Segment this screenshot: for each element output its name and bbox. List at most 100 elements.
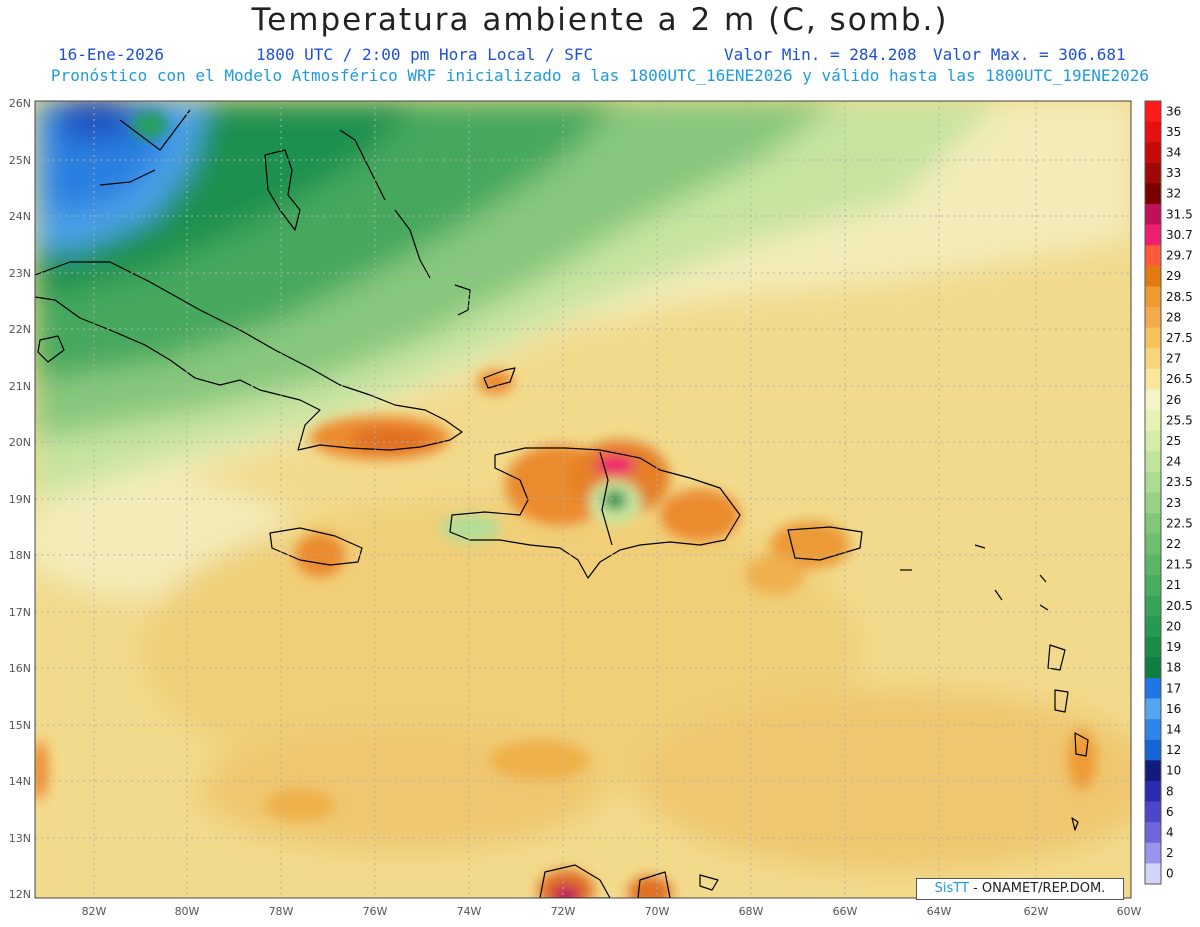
colorbar-label: 29 — [1166, 269, 1181, 283]
lat-label: 24N — [9, 210, 31, 223]
colorbar-label: 26 — [1166, 393, 1181, 407]
lon-label: 82W — [82, 905, 107, 918]
colorbar-label: 2 — [1166, 846, 1174, 860]
colorbar-swatch — [1145, 307, 1161, 328]
colorbar-swatch — [1145, 183, 1161, 205]
colorbar-swatch — [1145, 162, 1161, 184]
colorbar-label: 27.5 — [1166, 331, 1193, 345]
colorbar-label: 23.5 — [1166, 475, 1193, 489]
latitude-labels: 26N 25N 24N 23N 22N 21N 20N 19N 18N 17N … — [9, 97, 31, 901]
colorbar-swatch — [1145, 780, 1161, 802]
colorbar-label: 12 — [1166, 743, 1181, 757]
lon-label: 68W — [739, 905, 764, 918]
colorbar-label: 26.5 — [1166, 372, 1193, 386]
date-label: 16-Ene-2026 — [58, 45, 164, 64]
time-label: 1800 UTC / 2:00 pm Hora Local / SFC — [256, 45, 594, 64]
colorbar-label: 19 — [1166, 640, 1181, 654]
colorbar-label: 25.5 — [1166, 413, 1193, 427]
colorbar-label: 22.5 — [1166, 516, 1193, 530]
colorbar-swatch — [1145, 842, 1161, 864]
colorbar-swatch — [1145, 265, 1161, 287]
colorbar-swatch — [1145, 719, 1161, 741]
colorbar-swatch — [1145, 863, 1161, 885]
colorbar-swatch — [1145, 101, 1161, 122]
colorbar-label: 21 — [1166, 578, 1181, 592]
colorbar-label: 31.5 — [1166, 207, 1193, 221]
credit-text: - ONAMET/REP.DOM. — [973, 881, 1106, 896]
colorbar-swatch — [1145, 636, 1161, 658]
colorbar-label: 10 — [1166, 764, 1181, 778]
colorbar-label: 0 — [1166, 867, 1174, 881]
lat-label: 18N — [9, 549, 31, 562]
lat-label: 14N — [9, 775, 31, 788]
colorbar-label: 28.5 — [1166, 290, 1193, 304]
colorbar-label: 28 — [1166, 310, 1181, 324]
colorbar-swatch — [1145, 801, 1161, 823]
lon-label: 74W — [457, 905, 482, 918]
colorbar-swatch — [1145, 368, 1161, 390]
colorbar-swatch — [1145, 471, 1161, 493]
colorbar-swatch — [1145, 677, 1161, 699]
colorbar-swatch — [1145, 224, 1161, 246]
colorbar-swatch — [1145, 760, 1161, 782]
colorbar-label: 22 — [1166, 537, 1181, 551]
max-value-label: Valor Max. = 306.681 — [933, 45, 1126, 64]
brand-logo-text: SisTT — [934, 881, 969, 896]
lat-label: 22N — [9, 323, 31, 336]
lon-label: 70W — [645, 905, 670, 918]
colorbar-label: 32 — [1166, 187, 1181, 201]
colorbar-label: 16 — [1166, 702, 1181, 716]
model-subtitle: Pronóstico con el Modelo Atmosférico WRF… — [50, 66, 1150, 85]
colorbar-swatch — [1145, 822, 1161, 844]
lon-label: 78W — [269, 905, 294, 918]
colorbar-label: 25 — [1166, 434, 1181, 448]
colorbar-swatch — [1145, 657, 1161, 679]
lat-label: 15N — [9, 719, 31, 732]
colorbar-label: 24 — [1166, 455, 1181, 469]
colorbar-swatch — [1145, 574, 1161, 596]
grid-lines — [35, 101, 1131, 898]
colorbar-swatch — [1145, 348, 1161, 370]
lon-label: 64W — [927, 905, 952, 918]
colorbar-label: 6 — [1166, 805, 1174, 819]
colorbar-swatch — [1145, 533, 1161, 555]
min-value-label: Valor Min. = 284.208 — [724, 45, 917, 64]
colorbar-swatch — [1145, 739, 1161, 761]
colorbar-label: 30.7 — [1166, 228, 1193, 242]
map-title: Temperatura ambiente a 2 m (C, somb.) — [251, 2, 949, 38]
colorbar-label: 21.5 — [1166, 558, 1193, 572]
colorbar-swatch — [1145, 616, 1161, 638]
map-frame — [34, 100, 1132, 899]
colorbar-swatch — [1145, 142, 1161, 164]
colorbar-swatch — [1145, 513, 1161, 535]
colorbar-swatch — [1145, 430, 1161, 452]
lon-label: 80W — [175, 905, 200, 918]
lat-label: 20N — [9, 436, 31, 449]
colorbar-label: 8 — [1166, 784, 1174, 798]
lon-label: 66W — [833, 905, 858, 918]
colorbar-swatch — [1145, 286, 1161, 308]
colorbar-label: 17 — [1166, 681, 1181, 695]
lat-label: 12N — [9, 888, 31, 901]
longitude-labels: 82W 80W 78W 76W 74W 72W 70W 68W 66W 64W … — [82, 905, 1142, 918]
colorbar-swatch — [1145, 204, 1161, 225]
colorbar-label: 23 — [1166, 496, 1181, 510]
lat-label: 25N — [9, 154, 31, 167]
colorbar-label: 20.5 — [1166, 599, 1193, 613]
colorbar-swatch — [1145, 121, 1161, 143]
colorbar-label: 33 — [1166, 166, 1181, 180]
lat-label: 23N — [9, 267, 31, 280]
colorbar-label: 34 — [1166, 146, 1181, 160]
lon-label: 72W — [551, 905, 576, 918]
colorbar-swatch — [1145, 554, 1161, 576]
lat-label: 19N — [9, 493, 31, 506]
colorbar-label: 4 — [1166, 825, 1174, 839]
lat-label: 13N — [9, 832, 31, 845]
colorbar-swatch — [1145, 698, 1161, 720]
colorbar-swatch — [1145, 327, 1161, 349]
colorbar-swatch — [1145, 492, 1161, 514]
colorbar-swatch — [1145, 595, 1161, 617]
colorbar-label: 36 — [1166, 104, 1181, 118]
colorbar-label: 27 — [1166, 352, 1181, 366]
